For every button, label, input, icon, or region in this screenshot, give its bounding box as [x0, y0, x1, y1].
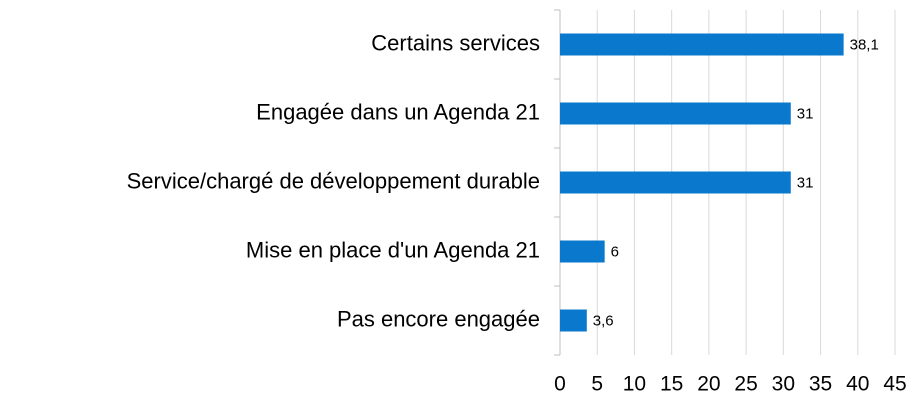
x-tick-label: 25 [734, 373, 757, 396]
value-label: 3,6 [593, 312, 614, 329]
bar [560, 33, 844, 56]
y-tick-label: Engagée dans un Agenda 21 [256, 99, 540, 124]
value-label: 6 [611, 243, 619, 260]
x-tick-label: 40 [846, 373, 869, 396]
x-tick-label: 0 [554, 373, 566, 396]
y-tick-label: Certains services [371, 30, 540, 55]
y-tick-label: Service/chargé de développement durable [127, 168, 540, 193]
bar [560, 240, 605, 263]
value-label: 31 [797, 174, 814, 191]
y-tick-label: Mise en place d'un Agenda 21 [246, 237, 540, 262]
value-label: 38,1 [850, 36, 879, 53]
bar [560, 309, 587, 332]
x-tick-label: 30 [772, 373, 795, 396]
y-tick-label: Pas encore engagée [337, 306, 540, 331]
x-tick-label: 15 [660, 373, 683, 396]
x-tick-label: 5 [591, 373, 603, 396]
x-tick-label: 10 [623, 373, 646, 396]
x-tick-label: 35 [809, 373, 832, 396]
x-tick-label: 20 [697, 373, 720, 396]
x-tick-label: 45 [883, 373, 906, 396]
value-label: 31 [797, 105, 814, 122]
bar [560, 102, 791, 125]
bar [560, 171, 791, 194]
